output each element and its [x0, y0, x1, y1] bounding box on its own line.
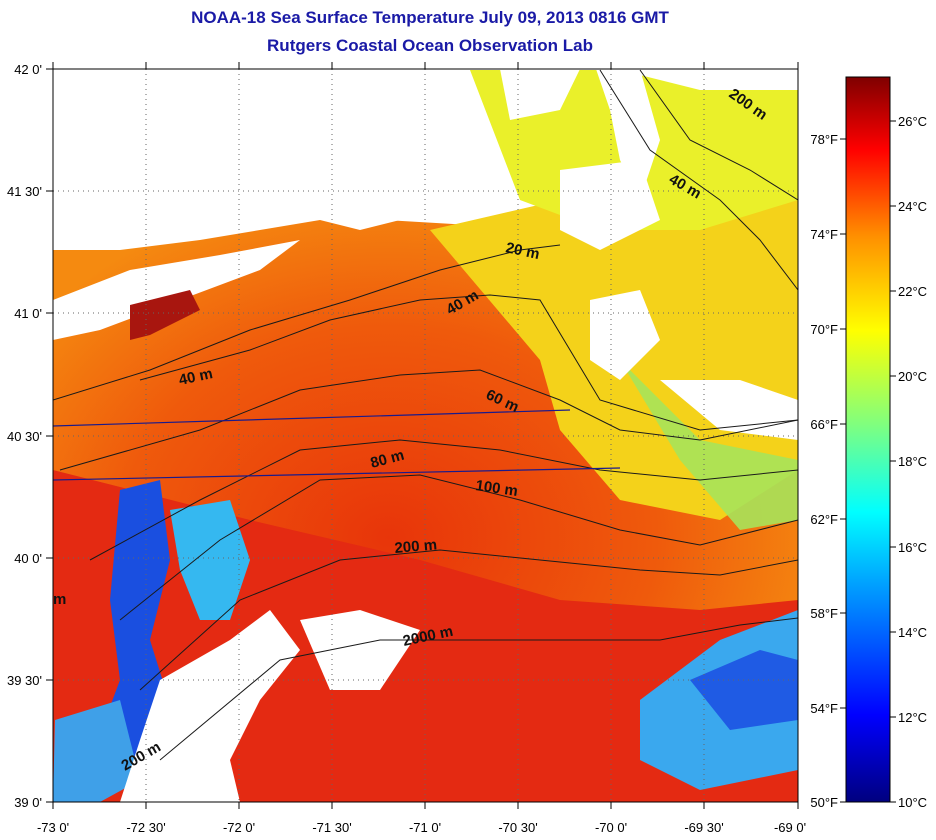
contour-label-m-edge: m [53, 591, 66, 608]
cold-filament-2 [170, 500, 250, 620]
cloud-mask-1 [120, 610, 300, 802]
fahrenheit-label: 62°F [810, 512, 838, 527]
contour-label-40m-west: 40 m [177, 365, 214, 389]
colorbar-fahrenheit-labels: 78°F 74°F 70°F 66°F 62°F 58°F 54°F 50°F [810, 132, 838, 810]
land-cape-cod [596, 69, 660, 200]
lon-tick-label: -70 30' [498, 820, 537, 835]
temperature-colorbar [845, 76, 891, 803]
celsius-label: 10°C [898, 795, 927, 810]
transect-line-1 [53, 409, 571, 427]
lat-tick-label: 40 0' [14, 551, 42, 566]
celsius-label: 12°C [898, 710, 927, 725]
lat-tick-label: 41 30' [7, 184, 42, 199]
lon-tick-label: -71 0' [409, 820, 441, 835]
cloud-mask-3 [590, 290, 660, 380]
lat-tick-label: 40 30' [7, 429, 42, 444]
fahrenheit-label: 50°F [810, 795, 838, 810]
contour-label-100m: 100 m [474, 477, 518, 500]
colorbar-celsius-labels: 26°C 24°C 22°C 20°C 18°C 16°C 14°C 12°C … [898, 114, 927, 810]
lon-tick-label: -69 30' [684, 820, 723, 835]
celsius-label: 14°C [898, 625, 927, 640]
celsius-label: 22°C [898, 284, 927, 299]
lat-lon-grid [53, 69, 798, 802]
transect-line-2 [53, 467, 621, 481]
lat-tick-label: 39 0' [14, 795, 42, 810]
colorbar-ticks [840, 120, 896, 803]
cold-patch-southeast-core [690, 650, 798, 730]
land-new-england [53, 69, 470, 250]
lon-tick-label: -73 0' [37, 820, 69, 835]
celsius-label: 26°C [898, 114, 927, 129]
land-long-island [53, 240, 300, 340]
map-subtitle: Rutgers Coastal Ocean Observation Lab [267, 36, 593, 55]
lat-tick-label: 41 0' [14, 306, 42, 321]
contour-label-200m-mid: 200 m [394, 536, 438, 557]
fahrenheit-label: 74°F [810, 227, 838, 242]
contour-label-20m: 20 m [504, 239, 541, 263]
cold-filament-3 [53, 700, 140, 802]
lat-tick-label: 39 30' [7, 673, 42, 688]
cloud-mask-2 [300, 610, 420, 690]
longitude-axis-labels: -73 0' -72 30' -72 0' -71 30' -71 0' -70… [37, 820, 806, 835]
fahrenheit-label: 58°F [810, 606, 838, 621]
cloud-mask-4 [660, 380, 798, 440]
fahrenheit-label: 70°F [810, 322, 838, 337]
lon-tick-label: -69 0' [774, 820, 806, 835]
celsius-label: 16°C [898, 540, 927, 555]
fahrenheit-label: 78°F [810, 132, 838, 147]
celsius-label: 18°C [898, 454, 927, 469]
fahrenheit-label: 66°F [810, 417, 838, 432]
celsius-label: 24°C [898, 199, 927, 214]
lon-tick-label: -72 0' [223, 820, 255, 835]
lon-tick-label: -70 0' [595, 820, 627, 835]
latitude-axis-labels: 42 0' 41 30' 41 0' 40 30' 40 0' 39 30' 3… [7, 62, 42, 810]
celsius-label: 20°C [898, 369, 927, 384]
lon-tick-label: -71 30' [312, 820, 351, 835]
frame-ticks [46, 62, 799, 809]
sst-image [53, 69, 798, 802]
warm-bay-region [130, 290, 200, 340]
lat-tick-label: 42 0' [14, 62, 42, 77]
bathymetry-contours [53, 69, 798, 761]
cloud-mask-6 [500, 69, 580, 120]
lon-tick-label: -72 30' [126, 820, 165, 835]
cool-water-band [560, 300, 798, 530]
map-title: NOAA-18 Sea Surface Temperature July 09,… [191, 8, 669, 27]
fahrenheit-label: 54°F [810, 701, 838, 716]
